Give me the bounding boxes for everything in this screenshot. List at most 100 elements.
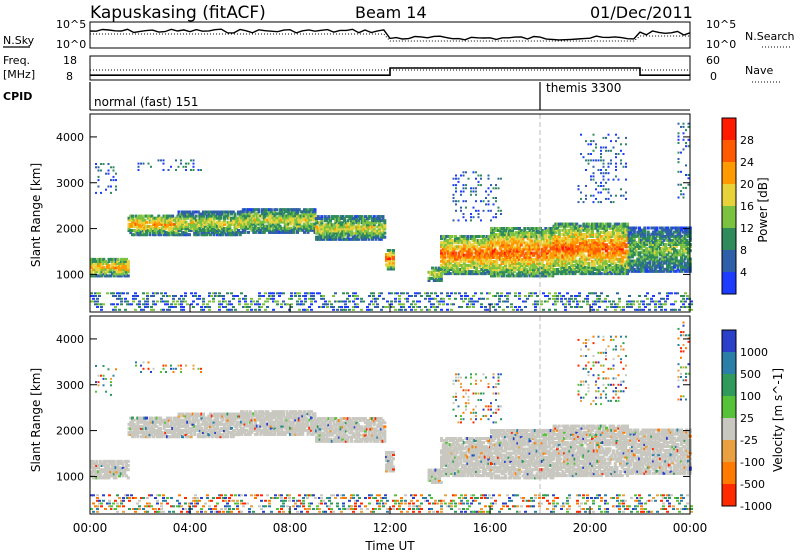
echo-cell [600, 181, 602, 184]
echo-cell [446, 292, 449, 295]
echo-cell [148, 229, 152, 232]
echo-cell [475, 259, 478, 263]
echo-cell [518, 292, 521, 295]
echo-cell [341, 235, 345, 239]
echo-cell [523, 257, 527, 261]
echo-cell [504, 264, 507, 268]
echo-cell [598, 259, 601, 263]
echo-cell [311, 214, 315, 218]
echo-cell [181, 231, 184, 235]
echo-cell [450, 292, 453, 295]
echo-cell [434, 276, 438, 280]
echo-cell [454, 261, 457, 265]
echo-cell [482, 261, 485, 265]
echo-cell [504, 300, 507, 303]
echo-cell [584, 237, 587, 241]
echo-cell [275, 224, 278, 228]
echo-cell [502, 260, 506, 263]
echo-cell [272, 292, 275, 295]
echo-cell [330, 223, 334, 227]
echo-cell [123, 268, 127, 272]
echo-cell [342, 300, 345, 303]
echo-cell [655, 255, 659, 259]
echo-cell [443, 257, 447, 261]
echo-cell [594, 257, 598, 261]
echo-cell [440, 292, 443, 295]
echo-cell [452, 249, 456, 253]
echo-cell [540, 257, 544, 261]
echo-cell [315, 219, 318, 223]
echo-cell [557, 237, 561, 241]
echo-cell [580, 232, 584, 236]
echo-cell [497, 266, 500, 270]
echo-cell [591, 222, 594, 226]
echo-cell [332, 215, 336, 219]
echo-cell [591, 224, 594, 228]
echo-cell [514, 251, 518, 255]
echo-cell [667, 251, 671, 255]
echo-cell [379, 215, 383, 219]
echo-cell [299, 226, 303, 230]
echo-cell [344, 306, 347, 308]
echo-cell [142, 162, 145, 165]
echo-cell [485, 270, 489, 274]
echo-cell [613, 253, 617, 257]
echo-cell [639, 247, 643, 251]
echo-cell [304, 208, 308, 212]
echo-cell [145, 214, 148, 218]
echo-cell [355, 229, 359, 233]
echo-cell [424, 292, 427, 295]
echo-cell [519, 274, 523, 278]
echo-cell [339, 223, 343, 227]
echo-cell [222, 297, 225, 300]
echo-cell [687, 241, 690, 244]
echo-cell [390, 251, 394, 254]
echo-cell [683, 269, 687, 273]
echo-cell [466, 263, 470, 267]
echo-cell [97, 175, 100, 178]
echo-cell [445, 243, 449, 247]
echo-cell [659, 243, 662, 246]
echo-cell [110, 303, 113, 306]
echo-cell [610, 226, 614, 230]
echo-cell [369, 215, 373, 219]
echo-cell [676, 241, 680, 244]
echo-cell [511, 264, 514, 268]
echo-cell [442, 303, 445, 306]
echo-cell [259, 214, 263, 218]
echo-cell [247, 224, 250, 228]
echo-cell [262, 228, 266, 232]
echo-cell [297, 226, 301, 230]
echo-cell [490, 233, 493, 237]
echo-cell [671, 247, 675, 251]
echo-cell [576, 300, 579, 303]
echo-cell [266, 214, 270, 218]
echo-cell [648, 261, 652, 265]
echo-cell [360, 225, 364, 229]
echo-cell [685, 263, 689, 267]
echo-cell [461, 272, 464, 276]
echo-cell [179, 227, 183, 230]
echo-cell [511, 231, 514, 235]
echo-cell [275, 220, 278, 224]
echo-cell [264, 218, 268, 222]
echo-cell [549, 227, 553, 230]
echo-cell [648, 303, 651, 306]
echo-cell [160, 159, 162, 162]
echo-cell [97, 268, 100, 272]
echo-cell [171, 229, 175, 232]
echo-cell [118, 262, 121, 265]
echo-cell [648, 241, 652, 244]
echo-cell [323, 229, 327, 233]
echo-cell [608, 237, 612, 241]
echo-cell [678, 261, 682, 265]
echo-cell [341, 237, 345, 241]
echo-cell [316, 221, 320, 225]
echo-cell [372, 215, 376, 219]
echo-cell [473, 235, 477, 238]
echo-cell [350, 223, 353, 227]
echo-cell [294, 208, 298, 212]
echo-cell [485, 268, 489, 271]
echo-cell [100, 163, 102, 165]
echo-cell [480, 200, 482, 203]
